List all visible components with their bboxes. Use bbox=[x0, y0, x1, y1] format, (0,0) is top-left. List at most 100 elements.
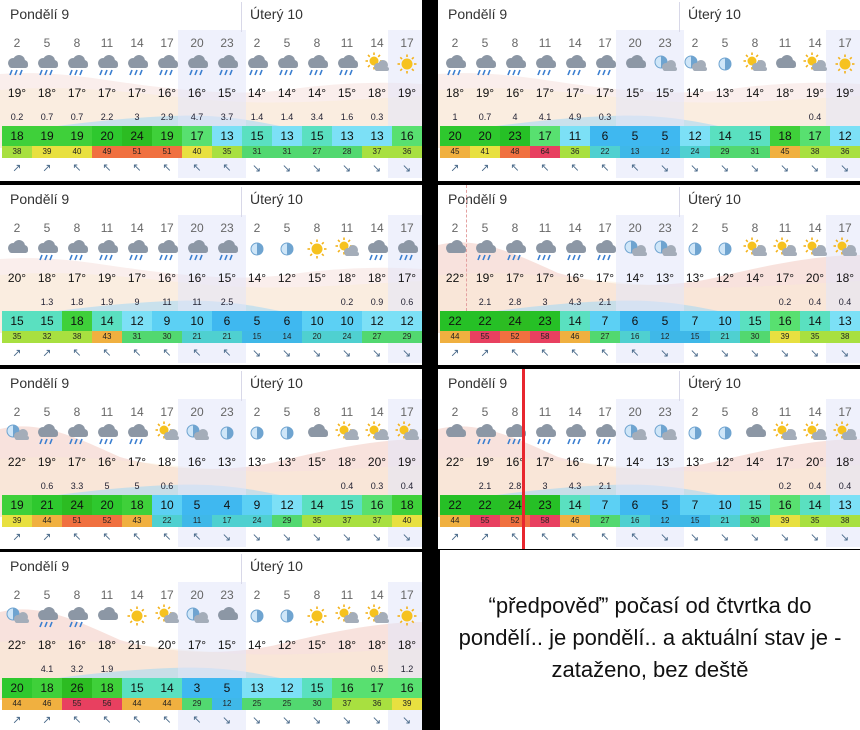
wind-direction-icon: ↖ bbox=[810, 531, 820, 543]
wind-direction-icon: ↖ bbox=[630, 531, 640, 543]
hour-label: 17 bbox=[598, 221, 612, 235]
wind-gust-value: 38 bbox=[830, 331, 860, 343]
temperature-value: 19° bbox=[475, 271, 495, 285]
wind-gust-value: 38 bbox=[830, 515, 860, 527]
wind-direction-icon: ↖ bbox=[660, 347, 670, 359]
temperature-value: 17° bbox=[535, 86, 555, 100]
temperature-value: 17° bbox=[127, 455, 147, 469]
wind-gust-value: 25 bbox=[272, 698, 302, 710]
wind-direction-icon: ↖ bbox=[449, 163, 461, 173]
wind-gust-value: 40 bbox=[182, 146, 212, 158]
sun-cloud-icon bbox=[740, 52, 770, 76]
wind-direction-icon: ↖ bbox=[750, 347, 760, 359]
forecast-panel: Pondělí 9 Úterý 10 2 18° 1 20 45 ↖ 5 19° 0.7 20 41 ↖ 8… bbox=[438, 0, 860, 181]
wind-gust-value: 35 bbox=[800, 515, 830, 527]
forecast-panel: Pondělí 9 Úterý 10 2 19° 0.2 18 38 ↖ 5 18° 0.7 19 39… bbox=[0, 0, 422, 181]
wind-direction-icon: ↖ bbox=[11, 715, 23, 725]
temperature-value: 16° bbox=[67, 638, 87, 652]
wind-speed-value: 22 bbox=[440, 311, 470, 331]
cloud-rain-icon bbox=[530, 237, 560, 261]
wind-gust-value: 24 bbox=[680, 146, 710, 158]
wind-direction-icon: ↖ bbox=[780, 162, 790, 174]
temperature-value: 16° bbox=[565, 455, 585, 469]
cloud-icon bbox=[440, 237, 470, 261]
hour-label: 20 bbox=[190, 405, 204, 419]
wind-direction-icon: ↖ bbox=[810, 347, 820, 359]
cloud-rain-icon bbox=[32, 237, 62, 261]
wind-direction-icon: ↖ bbox=[312, 347, 322, 359]
wind-direction-icon: ↖ bbox=[840, 347, 850, 359]
wind-direction-icon: ↖ bbox=[540, 347, 550, 359]
wind-speed-value: 5 bbox=[650, 495, 680, 515]
temperature-value: 13° bbox=[655, 455, 675, 469]
temperature-value: 18° bbox=[835, 271, 855, 285]
day-label: Pondělí 9 bbox=[448, 375, 508, 391]
forecast-panel: Pondělí 9 Úterý 10 2 20° 15 35 ↖ 5 18° 1.3 15 32 ↖ 8 1… bbox=[0, 185, 422, 365]
wind-speed-value: 15 bbox=[302, 678, 332, 698]
wind-gust-value: 64 bbox=[530, 146, 560, 158]
cloud-rain-icon bbox=[32, 604, 62, 628]
wind-speed-value: 15 bbox=[32, 311, 62, 331]
wind-direction-icon: ↖ bbox=[132, 162, 142, 174]
temperature-value: 16° bbox=[187, 271, 207, 285]
temperature-value: 19° bbox=[475, 86, 495, 100]
wind-speed-value: 12 bbox=[830, 126, 860, 146]
precipitation-value: 9 bbox=[134, 297, 140, 307]
precipitation-value: 3.2 bbox=[70, 664, 84, 674]
hour-label: 14 bbox=[568, 36, 582, 50]
wind-speed-value: 24 bbox=[122, 126, 152, 146]
wind-gust-value: 39 bbox=[770, 515, 800, 527]
wind-gust-value: 29 bbox=[710, 146, 740, 158]
wind-speed-value: 20 bbox=[92, 126, 122, 146]
wind-speed-value: 13 bbox=[242, 678, 272, 698]
wind-speed-value: 3 bbox=[182, 678, 212, 698]
precipitation-value: 0.3 bbox=[370, 481, 384, 491]
precipitation-value: 2.8 bbox=[508, 481, 522, 491]
forecast-panel: Pondělí 9 Úterý 10 2 22° 22 44 ↖ 5 19° 2.1 22 55 ↖ 8 1… bbox=[438, 185, 860, 365]
wind-speed-value: 14 bbox=[800, 495, 830, 515]
hour-label: 14 bbox=[808, 405, 822, 419]
precipitation-value: 0.7 bbox=[40, 112, 54, 122]
day-divider bbox=[679, 371, 680, 401]
day-divider bbox=[241, 187, 242, 217]
hour-label: 17 bbox=[400, 36, 414, 50]
hour-label: 8 bbox=[73, 221, 81, 235]
wind-direction-icon: ↖ bbox=[372, 162, 382, 174]
wind-direction-icon: ↖ bbox=[402, 714, 412, 726]
temperature-value: 17° bbox=[595, 86, 615, 100]
temperature-value: 14° bbox=[625, 455, 645, 469]
moon-icon bbox=[242, 421, 272, 445]
wind-direction-icon: ↖ bbox=[479, 163, 491, 173]
cloud-rain-icon bbox=[590, 52, 620, 76]
wind-speed-value: 14 bbox=[152, 678, 182, 698]
hour-label: 20 bbox=[628, 221, 642, 235]
temperature-value: 12° bbox=[715, 455, 735, 469]
wind-gust-value: 58 bbox=[530, 331, 560, 343]
wind-speed-value: 10 bbox=[302, 311, 332, 331]
wind-gust-value: 43 bbox=[92, 331, 122, 343]
hour-label: 17 bbox=[400, 588, 414, 602]
wind-gust-value: 45 bbox=[770, 146, 800, 158]
wind-gust-value: 31 bbox=[740, 146, 770, 158]
wind-gust-value: 31 bbox=[122, 331, 152, 343]
moon-cloud-icon bbox=[2, 604, 32, 628]
precipitation-value: 3 bbox=[542, 481, 548, 491]
wind-speed-value: 13 bbox=[362, 126, 392, 146]
hour-label: 17 bbox=[838, 405, 852, 419]
wind-gust-value: 17 bbox=[212, 515, 242, 527]
wind-gust-value: 27 bbox=[362, 331, 392, 343]
sun-icon bbox=[302, 237, 332, 261]
temperature-value: 20° bbox=[805, 271, 825, 285]
wind-speed-value: 18 bbox=[62, 311, 92, 331]
wind-speed-value: 14 bbox=[92, 311, 122, 331]
hour-label: 17 bbox=[160, 221, 174, 235]
cloud-rain-icon bbox=[392, 237, 422, 261]
temperature-value: 17° bbox=[127, 86, 147, 100]
hour-label: 5 bbox=[721, 36, 729, 50]
wind-speed-value: 5 bbox=[212, 678, 242, 698]
wind-speed-value: 15 bbox=[740, 126, 770, 146]
precipitation-value: 2.2 bbox=[100, 112, 114, 122]
temperature-value: 12° bbox=[277, 271, 297, 285]
hour-label: 8 bbox=[751, 405, 759, 419]
cloud-rain-icon bbox=[500, 52, 530, 76]
